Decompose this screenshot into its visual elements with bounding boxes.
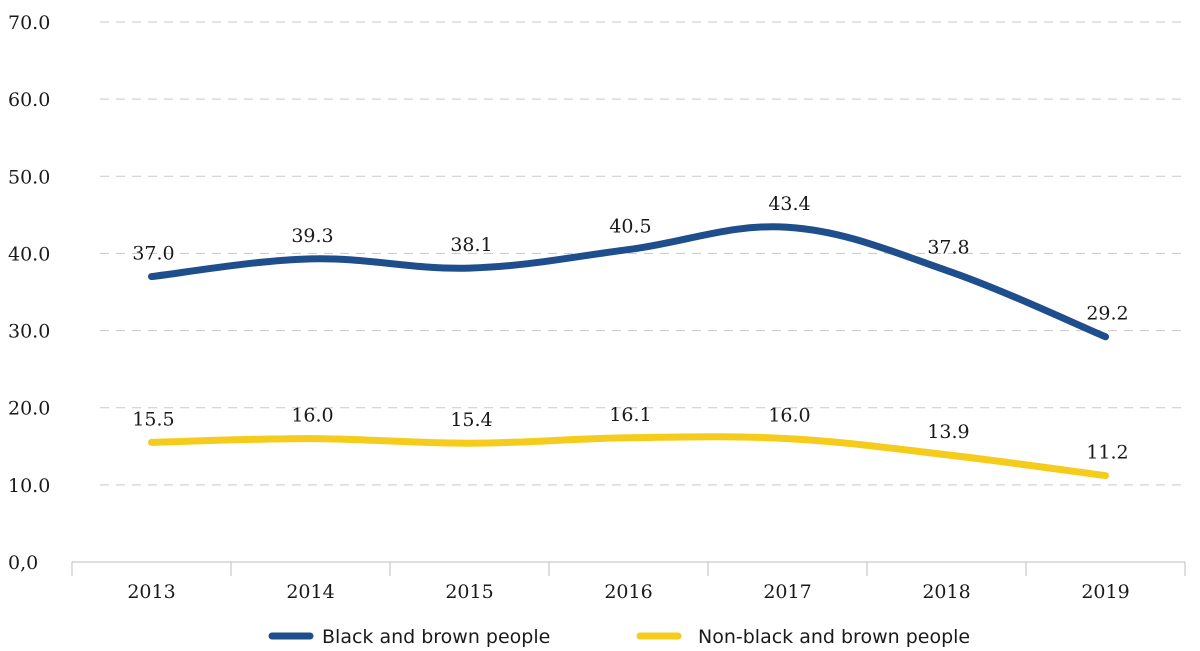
y-tick-label: 70.0 [8,12,50,34]
data-label: 16.1 [609,404,651,426]
data-label: 38.1 [450,234,492,256]
data-labels: 37.0 39.3 38.1 40.5 43.4 37.8 29.2 15.5 16.0 15.4… [132,193,1128,463]
legend-label: Black and brown people [322,626,550,648]
x-tick-label: 2015 [445,581,493,603]
y-tick-label: 40.0 [8,243,50,265]
series-line-non-black-and-brown [148,433,1109,480]
y-axis: 0,0 10.0 20.0 30.0 40.0 50.0 60.0 70.0 [8,12,50,574]
data-label: 15.4 [450,409,492,431]
data-label: 15.5 [132,408,174,430]
y-tick-label: 50.0 [8,166,50,188]
data-label: 13.9 [927,421,969,443]
x-tick-label: 2014 [286,581,334,603]
data-label: 43.4 [768,193,810,215]
x-tick-label: 2019 [1081,581,1129,603]
x-tick-label: 2016 [604,581,652,603]
x-tick-label: 2017 [763,581,811,603]
y-tick-label: 10.0 [8,475,50,497]
y-tick-label: 0,0 [8,552,38,574]
x-tick-label: 2013 [127,581,175,603]
series-line-black-and-brown [148,223,1109,341]
gridlines [100,21,1185,486]
data-label: 11.2 [1086,442,1128,464]
legend-label: Non-black and brown people [698,626,970,648]
data-label: 37.0 [132,243,174,265]
data-label: 39.3 [291,225,333,247]
data-label: 40.5 [609,216,651,238]
y-tick-label: 60.0 [8,89,50,111]
legend: Black and brown people Non-black and brow… [268,626,970,648]
x-axis: 2013 2014 2015 2016 2017 2018 2019 [71,561,1186,603]
data-label: 16.0 [291,405,333,427]
data-label: 16.0 [768,405,810,427]
y-tick-label: 20.0 [8,398,50,420]
y-tick-label: 30.0 [8,321,50,343]
data-label: 37.8 [927,236,969,258]
data-label: 29.2 [1086,303,1128,325]
x-tick-label: 2018 [922,581,970,603]
series-lines [148,223,1109,480]
